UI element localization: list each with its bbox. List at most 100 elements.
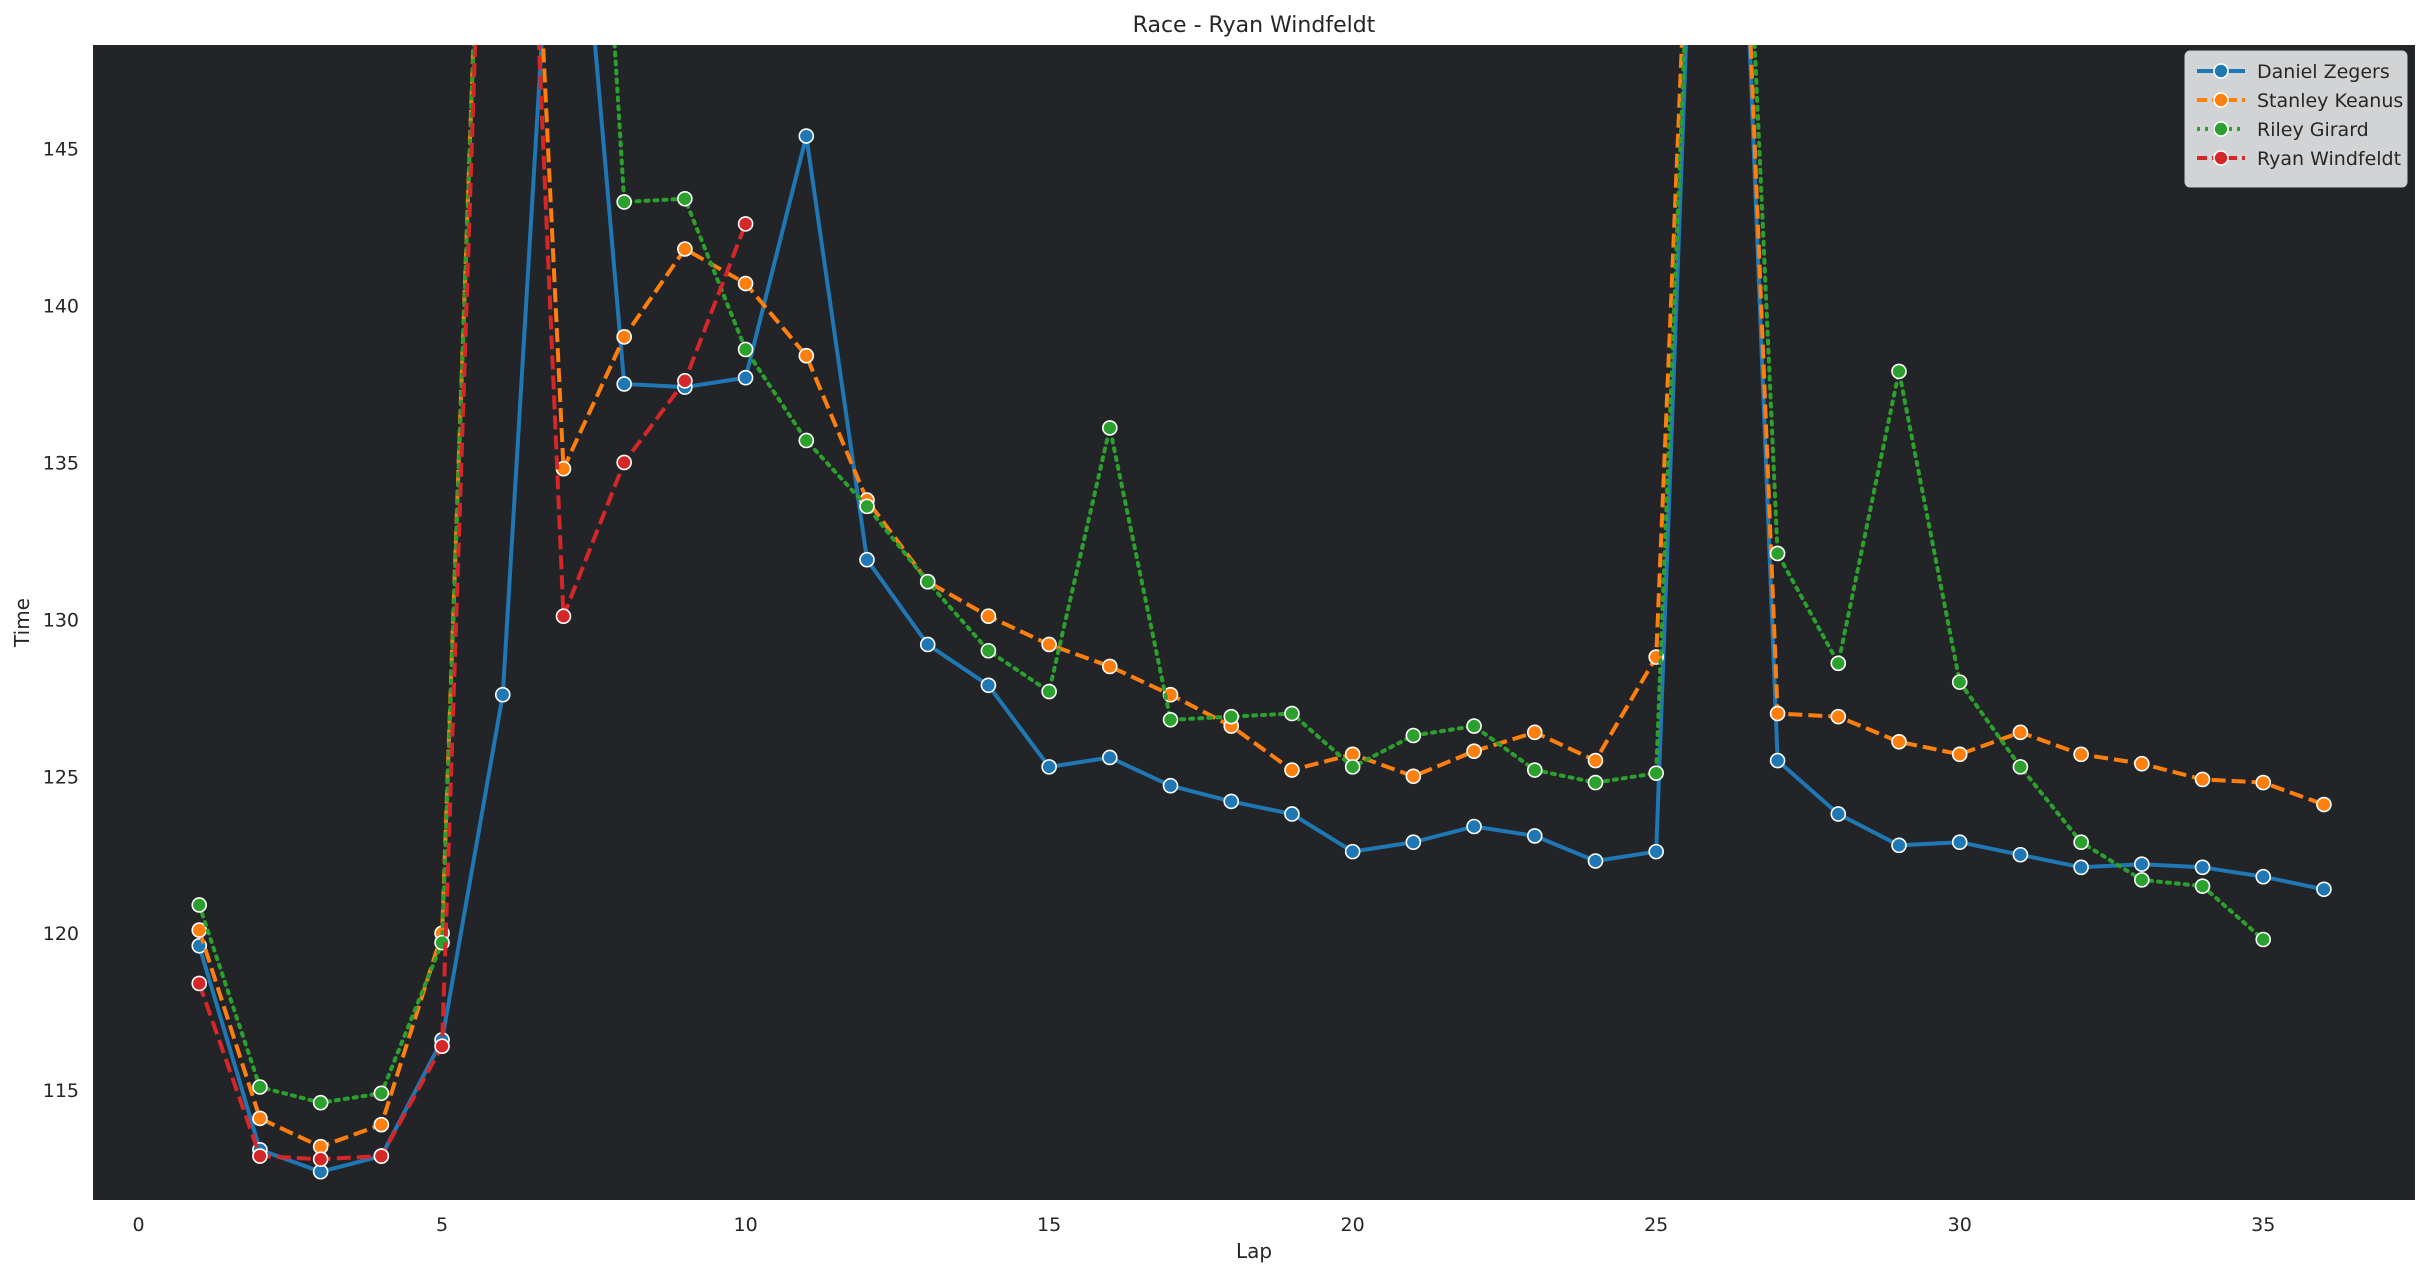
data-point bbox=[1223, 793, 1240, 810]
data-point bbox=[1830, 655, 1847, 672]
data-point bbox=[2194, 771, 2211, 788]
data-point bbox=[980, 677, 997, 694]
data-point bbox=[1526, 724, 1543, 741]
data-point bbox=[1405, 727, 1422, 744]
legend-swatch-marker bbox=[2213, 92, 2229, 108]
data-point bbox=[1830, 806, 1847, 822]
data-point bbox=[1769, 752, 1786, 769]
data-point bbox=[1951, 834, 1968, 851]
data-point bbox=[980, 608, 997, 625]
y-axis-ticks: 115 120 125 130 135 140 145 bbox=[43, 139, 79, 1103]
series-line bbox=[197, 45, 748, 1162]
legend-swatch-marker bbox=[2213, 150, 2229, 166]
data-point bbox=[1648, 765, 1664, 781]
legend-entry-label: Daniel Zegers bbox=[2257, 61, 2390, 83]
data-point bbox=[798, 128, 815, 144]
series-daniel-zegers bbox=[191, 45, 2332, 1180]
data-point bbox=[2316, 796, 2332, 813]
data-point bbox=[677, 373, 693, 389]
data-point bbox=[1891, 363, 1907, 380]
data-point bbox=[1284, 762, 1300, 778]
data-point bbox=[1041, 636, 1057, 653]
y-tick-label: 130 bbox=[43, 609, 79, 631]
data-point bbox=[798, 432, 815, 449]
x-tick-label: 5 bbox=[436, 1214, 448, 1236]
data-point bbox=[252, 1148, 268, 1164]
data-point bbox=[919, 573, 936, 590]
data-point bbox=[616, 329, 632, 345]
data-point bbox=[737, 275, 754, 292]
legend-swatch-marker bbox=[2213, 121, 2229, 137]
data-point bbox=[1648, 843, 1664, 860]
data-point bbox=[312, 1094, 329, 1111]
series-line bbox=[197, 45, 2325, 1174]
data-point bbox=[2316, 881, 2332, 898]
data-point bbox=[859, 551, 875, 568]
data-point bbox=[1587, 774, 1604, 791]
data-point bbox=[1102, 749, 1118, 766]
data-point bbox=[373, 1116, 390, 1133]
data-point bbox=[1162, 711, 1179, 728]
plot-area bbox=[93, 45, 2415, 1200]
data-point bbox=[555, 608, 572, 625]
legend-entry-label: Stanley Keanus bbox=[2257, 90, 2403, 112]
data-point bbox=[1041, 683, 1057, 700]
data-point bbox=[1466, 718, 1482, 734]
data-point bbox=[1891, 733, 1907, 750]
data-point bbox=[1102, 420, 1118, 436]
series-ryan-windfeldt bbox=[191, 45, 754, 1167]
legend-box bbox=[2184, 50, 2408, 188]
series-line bbox=[197, 45, 2325, 1149]
data-point bbox=[2255, 774, 2272, 791]
data-point bbox=[1405, 834, 1422, 851]
data-point bbox=[434, 1038, 450, 1055]
data-point bbox=[2255, 868, 2272, 885]
data-point bbox=[1891, 837, 1907, 854]
data-point bbox=[2073, 859, 2089, 876]
y-axis-label: Time bbox=[10, 598, 34, 648]
data-point bbox=[1344, 759, 1361, 775]
chart-title: Race - Ryan Windfeldt bbox=[1133, 13, 1376, 38]
x-axis-label: Lap bbox=[1236, 1239, 1272, 1263]
legend-entry-label: Ryan Windfeldt bbox=[2257, 148, 2401, 170]
x-tick-label: 20 bbox=[1341, 1214, 1365, 1236]
data-point bbox=[1587, 853, 1604, 869]
data-point bbox=[1223, 708, 1240, 725]
data-point bbox=[677, 241, 693, 257]
data-point bbox=[1526, 828, 1543, 844]
data-point bbox=[1344, 843, 1361, 860]
data-point bbox=[1466, 743, 1482, 759]
data-point bbox=[2194, 859, 2211, 876]
data-point bbox=[616, 194, 632, 210]
series-layer bbox=[191, 45, 2332, 1180]
data-point bbox=[191, 975, 208, 992]
data-point bbox=[1769, 545, 1786, 562]
legend-entry-label: Riley Girard bbox=[2257, 119, 2369, 141]
data-point bbox=[1405, 768, 1422, 785]
data-point bbox=[2194, 878, 2211, 894]
series-riley-girard bbox=[191, 45, 2272, 1111]
data-point bbox=[616, 454, 632, 471]
y-tick-label: 145 bbox=[43, 139, 79, 161]
data-point bbox=[677, 190, 693, 207]
y-tick-label: 140 bbox=[43, 296, 79, 318]
data-point bbox=[1526, 762, 1543, 778]
data-point bbox=[2134, 872, 2150, 888]
data-point bbox=[1162, 777, 1179, 794]
data-point bbox=[2134, 755, 2150, 772]
data-point bbox=[1466, 818, 1482, 835]
x-tick-label: 25 bbox=[1644, 1214, 1668, 1236]
data-point bbox=[1830, 708, 1847, 725]
data-point bbox=[252, 1110, 268, 1127]
x-tick-label: 0 bbox=[132, 1214, 144, 1236]
data-point bbox=[2134, 856, 2150, 872]
data-point bbox=[1284, 705, 1300, 722]
x-axis-ticks: 0 5 10 15 20 25 30 35 bbox=[132, 1214, 2275, 1236]
data-point bbox=[616, 376, 632, 392]
data-point bbox=[312, 1151, 329, 1167]
y-tick-label: 125 bbox=[43, 766, 79, 788]
data-point bbox=[191, 897, 208, 913]
data-point bbox=[2012, 846, 2029, 863]
